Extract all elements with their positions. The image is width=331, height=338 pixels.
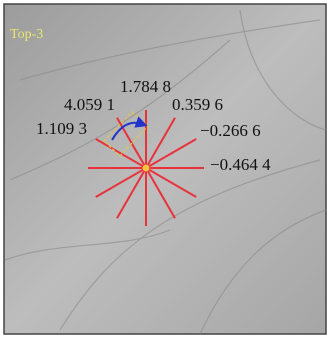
- figure: Top-3 1.784 8 4.059 1 0.359 6 1.109 3 −0…: [0, 0, 331, 338]
- value-label: 0.359 6: [172, 95, 223, 114]
- value-label: 4.059 1: [64, 95, 115, 114]
- value-label: 1.784 8: [120, 77, 171, 96]
- value-label: −0.266 6: [200, 121, 261, 140]
- value-label: 1.109 3: [36, 119, 87, 138]
- center-point: [142, 164, 150, 172]
- top-label: Top-3: [10, 27, 43, 42]
- page: {"image": {"label": "Top-3", "values": […: [0, 0, 331, 338]
- value-label: −0.464 4: [210, 155, 271, 174]
